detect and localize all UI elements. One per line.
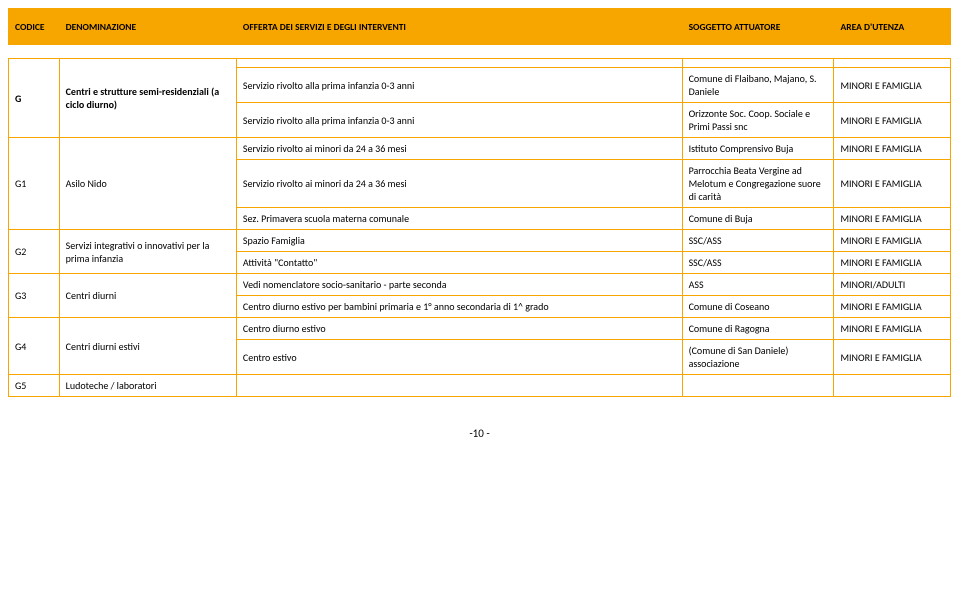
col-area: AREA D'UTENZA (834, 9, 951, 45)
col-soggetto: SOGGETTO ATTUATORE (682, 9, 834, 45)
table-row: G1Asilo NidoServizio rivolto ai minori d… (9, 138, 951, 160)
cell-area: MINORI E FAMIGLIA (834, 160, 951, 208)
cell-codice: G3 (9, 274, 60, 318)
cell-soggetto: (Comune di San Daniele) associazione (682, 340, 834, 375)
cell-codice: G (9, 59, 60, 138)
cell-soggetto: Comune di Coseano (682, 296, 834, 318)
cell-denom: Servizi integrativi o innovativi per la … (59, 230, 236, 274)
cell-area (834, 375, 951, 397)
cell-soggetto: SSC/ASS (682, 252, 834, 274)
table-row: G4Centri diurni estiviCentro diurno esti… (9, 318, 951, 340)
cell-codice: G4 (9, 318, 60, 375)
cell-denom: Centri diurni (59, 274, 236, 318)
cell-offerta: Servizio rivolto ai minori da 24 a 36 me… (236, 138, 682, 160)
page-number: -10 - (8, 427, 951, 440)
cell-codice: G2 (9, 230, 60, 274)
cell-area: MINORI E FAMIGLIA (834, 296, 951, 318)
cell-soggetto (682, 59, 834, 68)
cell-offerta: Centro diurno estivo (236, 318, 682, 340)
cell-denom: Centri e strutture semi-residenziali (a … (59, 59, 236, 138)
cell-area: MINORI E FAMIGLIA (834, 318, 951, 340)
col-codice: CODICE (9, 9, 60, 45)
cell-soggetto: Comune di Ragogna (682, 318, 834, 340)
table-row: G3Centri diurniVedi nomenclatore socio-s… (9, 274, 951, 296)
table-header: CODICE DENOMINAZIONE OFFERTA DEI SERVIZI… (9, 9, 951, 45)
table-row: G2Servizi integrativi o innovativi per l… (9, 230, 951, 252)
cell-offerta: Attività "Contatto" (236, 252, 682, 274)
cell-area: MINORI E FAMIGLIA (834, 103, 951, 138)
cell-offerta: Sez. Primavera scuola materna comunale (236, 208, 682, 230)
cell-area: MINORI E FAMIGLIA (834, 68, 951, 103)
cell-soggetto: SSC/ASS (682, 230, 834, 252)
cell-area (834, 59, 951, 68)
cell-offerta: Servizio rivolto alla prima infanzia 0-3… (236, 68, 682, 103)
cell-denom: Centri diurni estivi (59, 318, 236, 375)
col-offerta: OFFERTA DEI SERVIZI E DEGLI INTERVENTI (236, 9, 682, 45)
cell-denom: Ludoteche / laboratori (59, 375, 236, 397)
cell-soggetto: Parrocchia Beata Vergine ad Melotum e Co… (682, 160, 834, 208)
col-denom: DENOMINAZIONE (59, 9, 236, 45)
cell-area: MINORI E FAMIGLIA (834, 138, 951, 160)
cell-area: MINORI E FAMIGLIA (834, 230, 951, 252)
cell-area: MINORI E FAMIGLIA (834, 252, 951, 274)
cell-offerta: Centro estivo (236, 340, 682, 375)
cell-offerta (236, 375, 682, 397)
cell-offerta: Centro diurno estivo per bambini primari… (236, 296, 682, 318)
cell-soggetto: ASS (682, 274, 834, 296)
table-row: GCentri e strutture semi-residenziali (a… (9, 59, 951, 68)
cell-codice: G1 (9, 138, 60, 230)
cell-soggetto: Comune di Flaibano, Majano, S. Daniele (682, 68, 834, 103)
cell-area: MINORI E FAMIGLIA (834, 208, 951, 230)
cell-offerta: Vedi nomenclatore socio-sanitario - part… (236, 274, 682, 296)
cell-area: MINORI E FAMIGLIA (834, 340, 951, 375)
table-body: GCentri e strutture semi-residenziali (a… (9, 45, 951, 397)
services-table: CODICE DENOMINAZIONE OFFERTA DEI SERVIZI… (8, 8, 951, 397)
cell-offerta: Servizio rivolto alla prima infanzia 0-3… (236, 103, 682, 138)
cell-denom: Asilo Nido (59, 138, 236, 230)
cell-offerta: Servizio rivolto ai minori da 24 a 36 me… (236, 160, 682, 208)
cell-soggetto: Comune di Buja (682, 208, 834, 230)
cell-soggetto (682, 375, 834, 397)
cell-offerta: Spazio Famiglia (236, 230, 682, 252)
cell-soggetto: Orizzonte Soc. Coop. Sociale e Primi Pas… (682, 103, 834, 138)
cell-area: MINORI/ADULTI (834, 274, 951, 296)
cell-soggetto: Istituto Comprensivo Buja (682, 138, 834, 160)
cell-codice: G5 (9, 375, 60, 397)
table-row: G5Ludoteche / laboratori (9, 375, 951, 397)
cell-offerta (236, 59, 682, 68)
